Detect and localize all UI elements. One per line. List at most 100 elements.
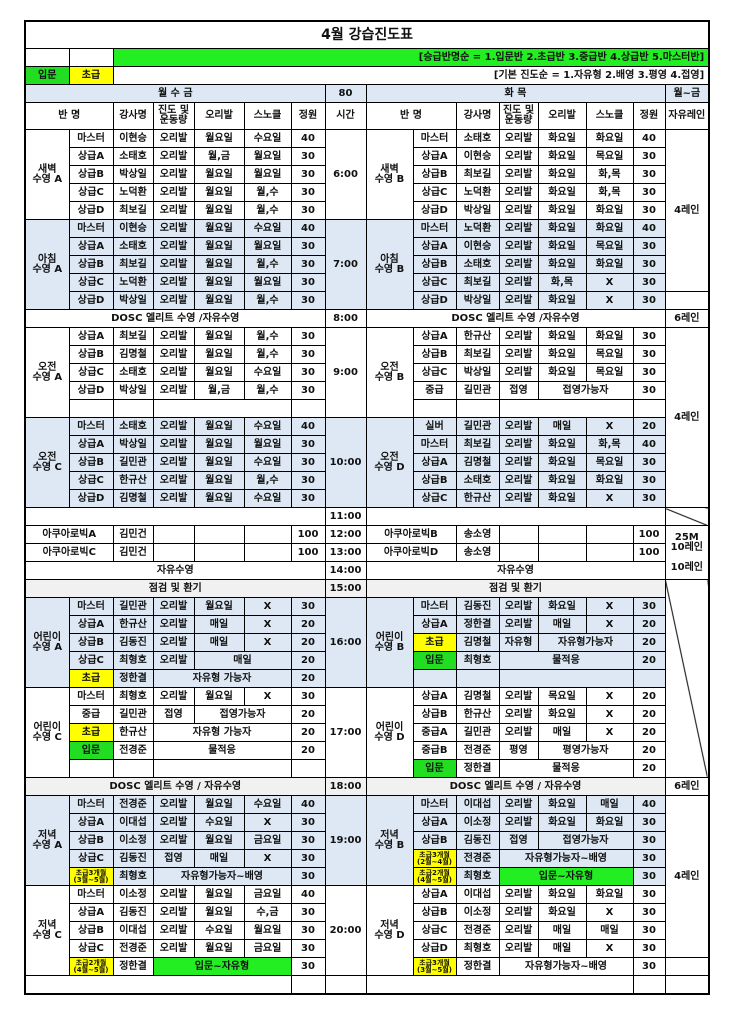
table-row: 상급C 최형호 오리발 매일 20 입문 최형호 물적응 20 bbox=[25, 651, 709, 670]
capacity-cell: 30 bbox=[290, 147, 326, 166]
capacity-cell: 100 bbox=[290, 543, 326, 562]
fins-cell: 목요일 bbox=[537, 687, 587, 706]
level-cell: 입문 bbox=[68, 741, 114, 760]
level-cell: 상급B bbox=[68, 633, 114, 652]
teacher-cell: 최보길 bbox=[455, 273, 500, 292]
schedule-body: 새벽 수영 A 마스터 이현승 오리발 월요일 수요일 40 6:00 새벽 수영 B 마스터 소태… bbox=[24, 129, 710, 995]
table-row: 점검 및 환기 15:00 점검 및 환기 bbox=[24, 579, 710, 778]
full-span-cell bbox=[365, 507, 666, 526]
header-teacher: 강사명 bbox=[112, 102, 154, 130]
time-cell: 19:00 bbox=[324, 795, 367, 886]
teacher-cell: 노덕환 bbox=[112, 273, 154, 292]
snorkel-cell: 월,수 bbox=[243, 327, 292, 346]
teacher-cell: 소태호 bbox=[112, 417, 154, 436]
level-cell: 상급B bbox=[412, 705, 457, 724]
level-cell: 상급C bbox=[68, 651, 114, 670]
teacher-cell: 한규산 bbox=[455, 327, 500, 346]
fins-snorkel-merged-cell: 접영가능자 bbox=[537, 381, 634, 400]
table-row: 초급2개월 (4월~5월) 정한결 입문~자유형 30 초급3개월 (3월~5월) 정한결… bbox=[25, 957, 710, 976]
table-row: 상급B 박상일 오리발 월요일 월요일 30 상급B 최보길 오리발 화요일 화,목 30 bbox=[25, 165, 709, 184]
progress-cell: 오리발 bbox=[498, 939, 539, 958]
progress-cell: 오리발 bbox=[498, 489, 539, 508]
level-cell: 상급C bbox=[68, 939, 114, 958]
page-title: 4월 강습진도표 bbox=[24, 20, 710, 49]
class-name-cell: 어린이 수영 C bbox=[24, 687, 70, 778]
teacher-cell: 정한결 bbox=[455, 615, 500, 634]
capacity-cell: 30 bbox=[290, 849, 326, 868]
level-cell: 중급 bbox=[68, 705, 114, 724]
snorkel-cell: 월,수 bbox=[243, 183, 292, 202]
table-row: 상급A 한규산 오리발 매일 X 20 상급A 정한결 오리발 매일 X 20 bbox=[25, 615, 709, 634]
level-cell: 상급B bbox=[412, 831, 457, 850]
time-cell: 14:00 bbox=[324, 561, 367, 580]
level-cell: 마스터 bbox=[68, 129, 114, 148]
level-cell: 상급C bbox=[68, 849, 114, 868]
fins-cell: 월요일 bbox=[193, 831, 245, 850]
capacity-cell: 30 bbox=[290, 831, 326, 850]
capacity-cell: 40 bbox=[290, 795, 326, 814]
progress-merged-cell: 자유형 가능자 bbox=[152, 669, 292, 688]
teacher-cell: 박상일 bbox=[112, 291, 154, 310]
fins-cell: 월요일 bbox=[193, 435, 245, 454]
capacity-cell: 30 bbox=[632, 291, 666, 310]
teacher-cell: 송소영 bbox=[455, 543, 500, 562]
teacher-cell: 한규산 bbox=[455, 705, 500, 724]
level-cell: 상급D bbox=[68, 201, 114, 220]
intro-legend: 입문 bbox=[24, 66, 70, 85]
snorkel-cell: 목요일 bbox=[585, 453, 634, 472]
progress-cell: 오리발 bbox=[152, 471, 195, 490]
snorkel-cell: X bbox=[585, 939, 634, 958]
progress-cell: 접영 bbox=[152, 849, 195, 868]
class-name-cell: 저녁 수영 C bbox=[24, 885, 70, 976]
capacity-cell: 30 bbox=[632, 363, 666, 382]
teacher-cell: 전경준 bbox=[455, 741, 500, 760]
snorkel-cell: 수요일 bbox=[243, 417, 292, 436]
table-row: 아침 수영 A 마스터 이현승 오리발 월요일 수요일 40 7:00 아침 수영 B 마스터 노덕… bbox=[24, 219, 709, 310]
capacity-cell: 20 bbox=[632, 417, 666, 436]
teacher-cell: 김민건 bbox=[112, 525, 154, 544]
teacher-cell: 전경준 bbox=[112, 795, 154, 814]
class-name-cell: 아쿠아로빅D bbox=[365, 543, 457, 562]
capacity-cell: 40 bbox=[632, 129, 666, 148]
progress-cell: 오리발 bbox=[498, 705, 539, 724]
fins-cell: 화요일 bbox=[537, 255, 587, 274]
cell bbox=[498, 543, 539, 562]
snorkel-cell: X bbox=[243, 687, 292, 706]
time-cell: 13:00 bbox=[324, 543, 367, 562]
capacity-cell: 30 bbox=[632, 381, 666, 400]
capacity-cell: 30 bbox=[632, 273, 666, 292]
progress-cell: 오리발 bbox=[152, 687, 195, 706]
header-progress: 진도 및 운동량 bbox=[152, 102, 195, 130]
progress-cell: 오리발 bbox=[498, 165, 539, 184]
progress-cell: 오리발 bbox=[498, 129, 539, 148]
full-span-cell: 점검 및 환기 bbox=[365, 579, 666, 598]
progress-cell: 오리발 bbox=[152, 885, 195, 904]
level-cell: 상급C bbox=[68, 471, 114, 490]
capacity-cell: 20 bbox=[290, 669, 326, 688]
progress-cell: 오리발 bbox=[152, 291, 195, 310]
level-cell: 상급A bbox=[68, 147, 114, 166]
snorkel-cell: 화요일 bbox=[585, 813, 634, 832]
class-name-cell: 아쿠아로빅A bbox=[24, 525, 114, 544]
teacher-cell: 이소정 bbox=[455, 813, 500, 832]
level-cell: 상급C bbox=[68, 183, 114, 202]
snorkel-cell: 수요일 bbox=[243, 129, 292, 148]
table-row: 초급 정한결 자유형 가능자 20 bbox=[25, 669, 709, 688]
snorkel-cell: X bbox=[243, 597, 292, 616]
progress-cell: 오리발 bbox=[152, 615, 195, 634]
snorkel-cell: 월요일 bbox=[243, 147, 292, 166]
snorkel-cell: X bbox=[243, 849, 292, 868]
progress-cell: 오리발 bbox=[498, 363, 539, 382]
class-name-cell: 오전 수영 C bbox=[24, 417, 70, 508]
snorkel-cell: 목요일 bbox=[585, 147, 634, 166]
progress-cell: 오리발 bbox=[498, 273, 539, 292]
fins-cell: 월요일 bbox=[193, 255, 245, 274]
fins-cell: 월요일 bbox=[193, 327, 245, 346]
progress-merged-cell: 물적응 bbox=[498, 759, 634, 778]
teacher-cell: 이소정 bbox=[112, 885, 154, 904]
level-cell: 상급C bbox=[412, 489, 457, 508]
level-cell: 상급A bbox=[68, 615, 114, 634]
free-lane-cell bbox=[664, 957, 710, 976]
progress-cell: 오리발 bbox=[152, 327, 195, 346]
table-row: 오전 수영 C 마스터 소태호 오리발 월요일 수요일 40 10:00 오전 수영 D 실버 길민… bbox=[24, 417, 709, 508]
